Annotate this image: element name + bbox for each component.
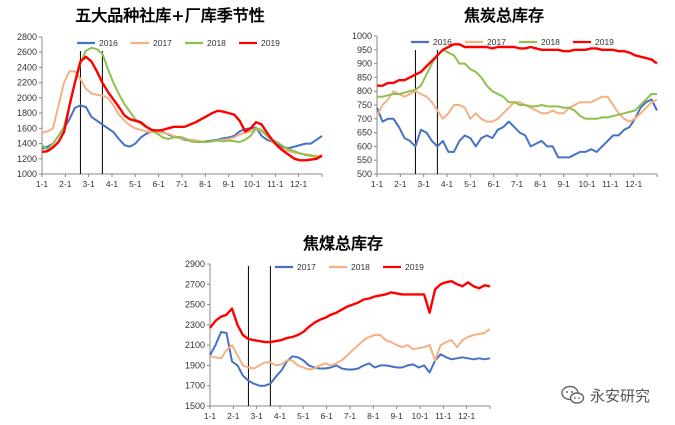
- legend-label-2019: 2019: [595, 37, 614, 47]
- x-tick-label: 1-1: [204, 411, 217, 421]
- x-tick-label: 10-1: [578, 179, 595, 189]
- y-tick-label: 700: [357, 114, 372, 124]
- x-tick-label: 4-1: [274, 411, 287, 421]
- y-tick-label: 2100: [185, 340, 205, 350]
- y-tick-label: 2300: [185, 320, 205, 330]
- watermark: 永安研究: [560, 384, 675, 408]
- y-tick-label: 800: [357, 86, 372, 96]
- x-tick-label: 11-1: [267, 179, 284, 189]
- legend-label-2018: 2018: [351, 262, 370, 272]
- y-tick-label: 550: [357, 155, 372, 165]
- series-line-2018: [209, 328, 491, 371]
- series-line-2017: [209, 331, 491, 387]
- legend-label-2017: 2017: [297, 262, 316, 272]
- chart-title: 焦煤总库存: [302, 234, 384, 253]
- x-tick-label: 6-1: [488, 179, 501, 189]
- y-tick-label: 2900: [185, 259, 205, 269]
- chart-panel-social-factory-inventory: 五大品种社库+厂库季节性 1000 1200 1400 1600 1800 2000 220…: [0, 0, 335, 200]
- legend-label-2019: 2019: [405, 262, 424, 272]
- x-tick-label: 8-1: [534, 179, 547, 189]
- legend-label-2016: 2016: [433, 37, 452, 47]
- y-tick-label: 2200: [17, 78, 37, 88]
- y-tick-label: 1200: [17, 154, 37, 164]
- y-tick-label: 2400: [17, 62, 37, 72]
- y-tick-label: 2700: [185, 279, 205, 289]
- x-tick-label: 6-1: [321, 411, 334, 421]
- y-tick-label: 2000: [17, 93, 37, 103]
- x-tick-label: 4-1: [441, 179, 454, 189]
- y-tick-label: 1900: [185, 360, 205, 370]
- y-tick-label: 600: [357, 141, 372, 151]
- x-tick-label: 9-1: [558, 179, 571, 189]
- legend-label-2017: 2017: [487, 37, 506, 47]
- y-tick-label: 950: [357, 45, 372, 55]
- series-line-2019: [377, 43, 658, 87]
- x-tick-label: 12-1: [290, 179, 307, 189]
- y-tick-label: 1000: [352, 31, 372, 41]
- x-tick-label: 12-1: [458, 411, 475, 421]
- x-tick-label: 2-1: [227, 411, 240, 421]
- x-tick-label: 9-1: [223, 179, 236, 189]
- x-tick-label: 7-1: [176, 179, 189, 189]
- y-tick-label: 2500: [185, 300, 205, 310]
- line-chart: 1500 1700 1900 2100 2300 2500 2700 2900 1-1 2-1 3-…: [185, 259, 491, 421]
- legend-label-2018: 2018: [541, 37, 560, 47]
- y-tick-label: 1700: [185, 381, 205, 391]
- y-tick-label: 2800: [17, 32, 37, 42]
- series-line-2018: [377, 48, 657, 120]
- x-tick-label: 3-1: [251, 411, 264, 421]
- x-tick-label: 12-1: [625, 179, 642, 189]
- y-tick-label: 1800: [17, 108, 37, 118]
- x-tick-label: 8-1: [199, 179, 212, 189]
- x-tick-label: 5-1: [297, 411, 310, 421]
- y-tick-label: 1000: [17, 169, 37, 179]
- x-tick-label: 7-1: [511, 179, 524, 189]
- x-tick-label: 11-1: [602, 179, 619, 189]
- series-line-2019: [41, 55, 323, 162]
- chart-panel-coke-inventory: 焦炭总库存 500 550 600 650 700 750 800 850 900 950 1000…: [337, 0, 675, 200]
- line-chart: 500 550 600 650 700 750 800 850 900 950 1000 1-1 2-1…: [352, 31, 658, 189]
- chat-bubble-icon: [561, 385, 585, 404]
- series-line-2018: [41, 46, 323, 159]
- series-line-2016: [376, 98, 658, 159]
- series-line-2019: [209, 280, 491, 344]
- x-tick-label: 9-1: [391, 411, 404, 421]
- x-tick-label: 10-1: [411, 411, 428, 421]
- legend-label-2017: 2017: [153, 38, 172, 48]
- x-tick-label: 7-1: [344, 411, 357, 421]
- y-tick-label: 1600: [17, 123, 37, 133]
- y-tick-label: 1500: [185, 401, 205, 411]
- x-tick-label: 1-1: [36, 179, 49, 189]
- y-tick-label: 500: [357, 169, 372, 179]
- x-tick-label: 2-1: [394, 179, 407, 189]
- y-tick-label: 900: [357, 59, 372, 69]
- y-tick-label: 2600: [17, 47, 37, 57]
- x-tick-label: 8-1: [367, 411, 380, 421]
- legend-label-2018: 2018: [207, 38, 226, 48]
- legend-label-2019: 2019: [261, 38, 280, 48]
- x-tick-label: 5-1: [129, 179, 142, 189]
- line-chart: 1000 1200 1400 1600 1800 2000 2200 2400 2600 2800…: [17, 32, 323, 189]
- x-tick-label: 5-1: [464, 179, 477, 189]
- series-line-2017: [376, 90, 658, 123]
- x-tick-label: 4-1: [106, 179, 119, 189]
- x-tick-label: 10-1: [243, 179, 260, 189]
- chart-title: 五大品种社库+厂库季节性: [75, 6, 265, 25]
- x-tick-label: 3-1: [83, 179, 96, 189]
- x-tick-label: 6-1: [153, 179, 166, 189]
- x-tick-label: 11-1: [435, 411, 452, 421]
- chart-title: 焦炭总库存: [463, 6, 545, 25]
- chart-panel-coking-coal-inventory: 焦煤总库存 1500 1700 1900 2100 2300 2500 2700 2900 1-…: [160, 230, 510, 425]
- x-tick-label: 3-1: [418, 179, 431, 189]
- y-tick-label: 750: [357, 100, 372, 110]
- x-tick-label: 1-1: [371, 179, 384, 189]
- watermark-text: 永安研究: [590, 387, 651, 405]
- x-tick-label: 2-1: [59, 179, 72, 189]
- y-tick-label: 650: [357, 128, 372, 138]
- y-tick-label: 850: [357, 72, 372, 82]
- y-tick-label: 1400: [17, 139, 37, 149]
- legend-label-2016: 2016: [99, 38, 118, 48]
